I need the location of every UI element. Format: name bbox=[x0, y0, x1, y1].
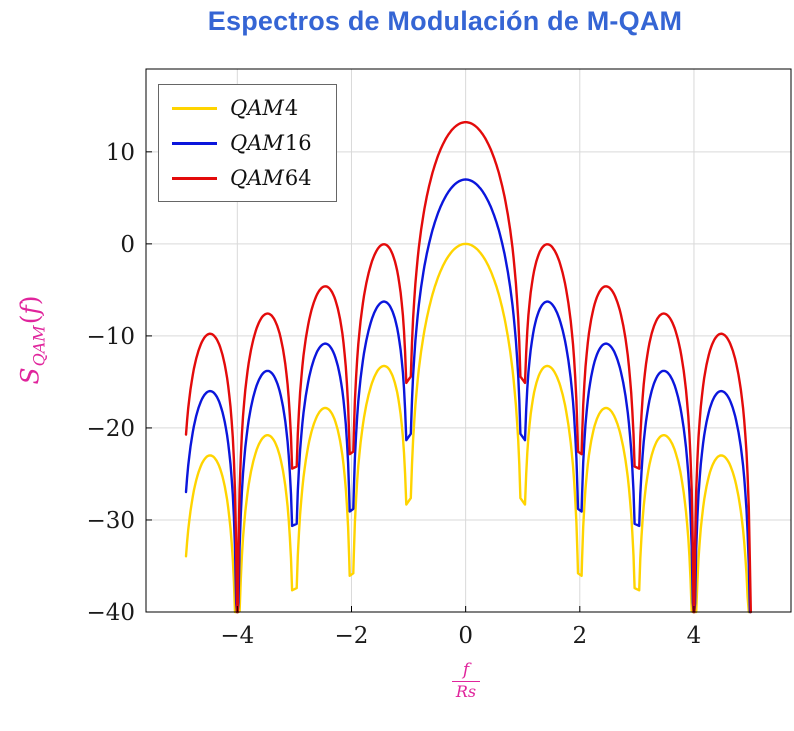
x-axis-label-denominator: Rs bbox=[455, 681, 477, 701]
series-QAM16 bbox=[184, 178, 752, 614]
y-axis-label-subscript: QAM bbox=[29, 325, 49, 367]
y-tick-label: 10 bbox=[106, 140, 135, 166]
legend-item-label: QAM4 bbox=[230, 96, 299, 120]
series-QAM4 bbox=[184, 242, 752, 614]
y-tick-label: −10 bbox=[86, 324, 135, 350]
series-curves bbox=[184, 121, 752, 614]
fraction-bar bbox=[452, 680, 480, 682]
y-axis-label-open-paren: ( bbox=[15, 314, 45, 325]
legend-item-label: QAM16 bbox=[230, 131, 312, 155]
plot-frame bbox=[145, 68, 792, 613]
y-axis-label-base: S bbox=[15, 367, 45, 385]
y-tick-label: 0 bbox=[120, 232, 135, 258]
x-axis-label-numerator: f bbox=[462, 660, 470, 680]
x-tick-label: 2 bbox=[572, 623, 587, 649]
y-tick-label: −30 bbox=[86, 508, 135, 534]
x-tick-label: −2 bbox=[335, 623, 369, 649]
x-tick-label: 4 bbox=[687, 623, 702, 649]
y-tick-label: −20 bbox=[86, 416, 135, 442]
x-axis-label: f Rs bbox=[452, 660, 480, 701]
y-axis-label: SQAM(f) bbox=[15, 295, 49, 385]
series-QAM64 bbox=[184, 121, 752, 614]
legend: QAM4 QAM16 QAM64 bbox=[158, 84, 337, 202]
legend-item-qam64: QAM64 bbox=[172, 166, 312, 190]
x-tick-label: −4 bbox=[220, 623, 254, 649]
legend-item-qam4: QAM4 bbox=[172, 96, 312, 120]
legend-item-qam16: QAM16 bbox=[172, 131, 312, 155]
x-tick-label: 0 bbox=[458, 623, 473, 649]
legend-swatch-qam16 bbox=[172, 141, 217, 145]
legend-swatch-qam4 bbox=[172, 106, 217, 110]
legend-item-label: QAM64 bbox=[230, 166, 312, 190]
y-axis-label-close-paren: ) bbox=[15, 295, 45, 306]
y-tick-label: −40 bbox=[86, 600, 135, 626]
chart-title: Espectros de Modulación de M-QAM bbox=[207, 6, 683, 36]
y-axis-label-arg: f bbox=[15, 305, 45, 315]
legend-swatch-qam64 bbox=[172, 176, 217, 180]
